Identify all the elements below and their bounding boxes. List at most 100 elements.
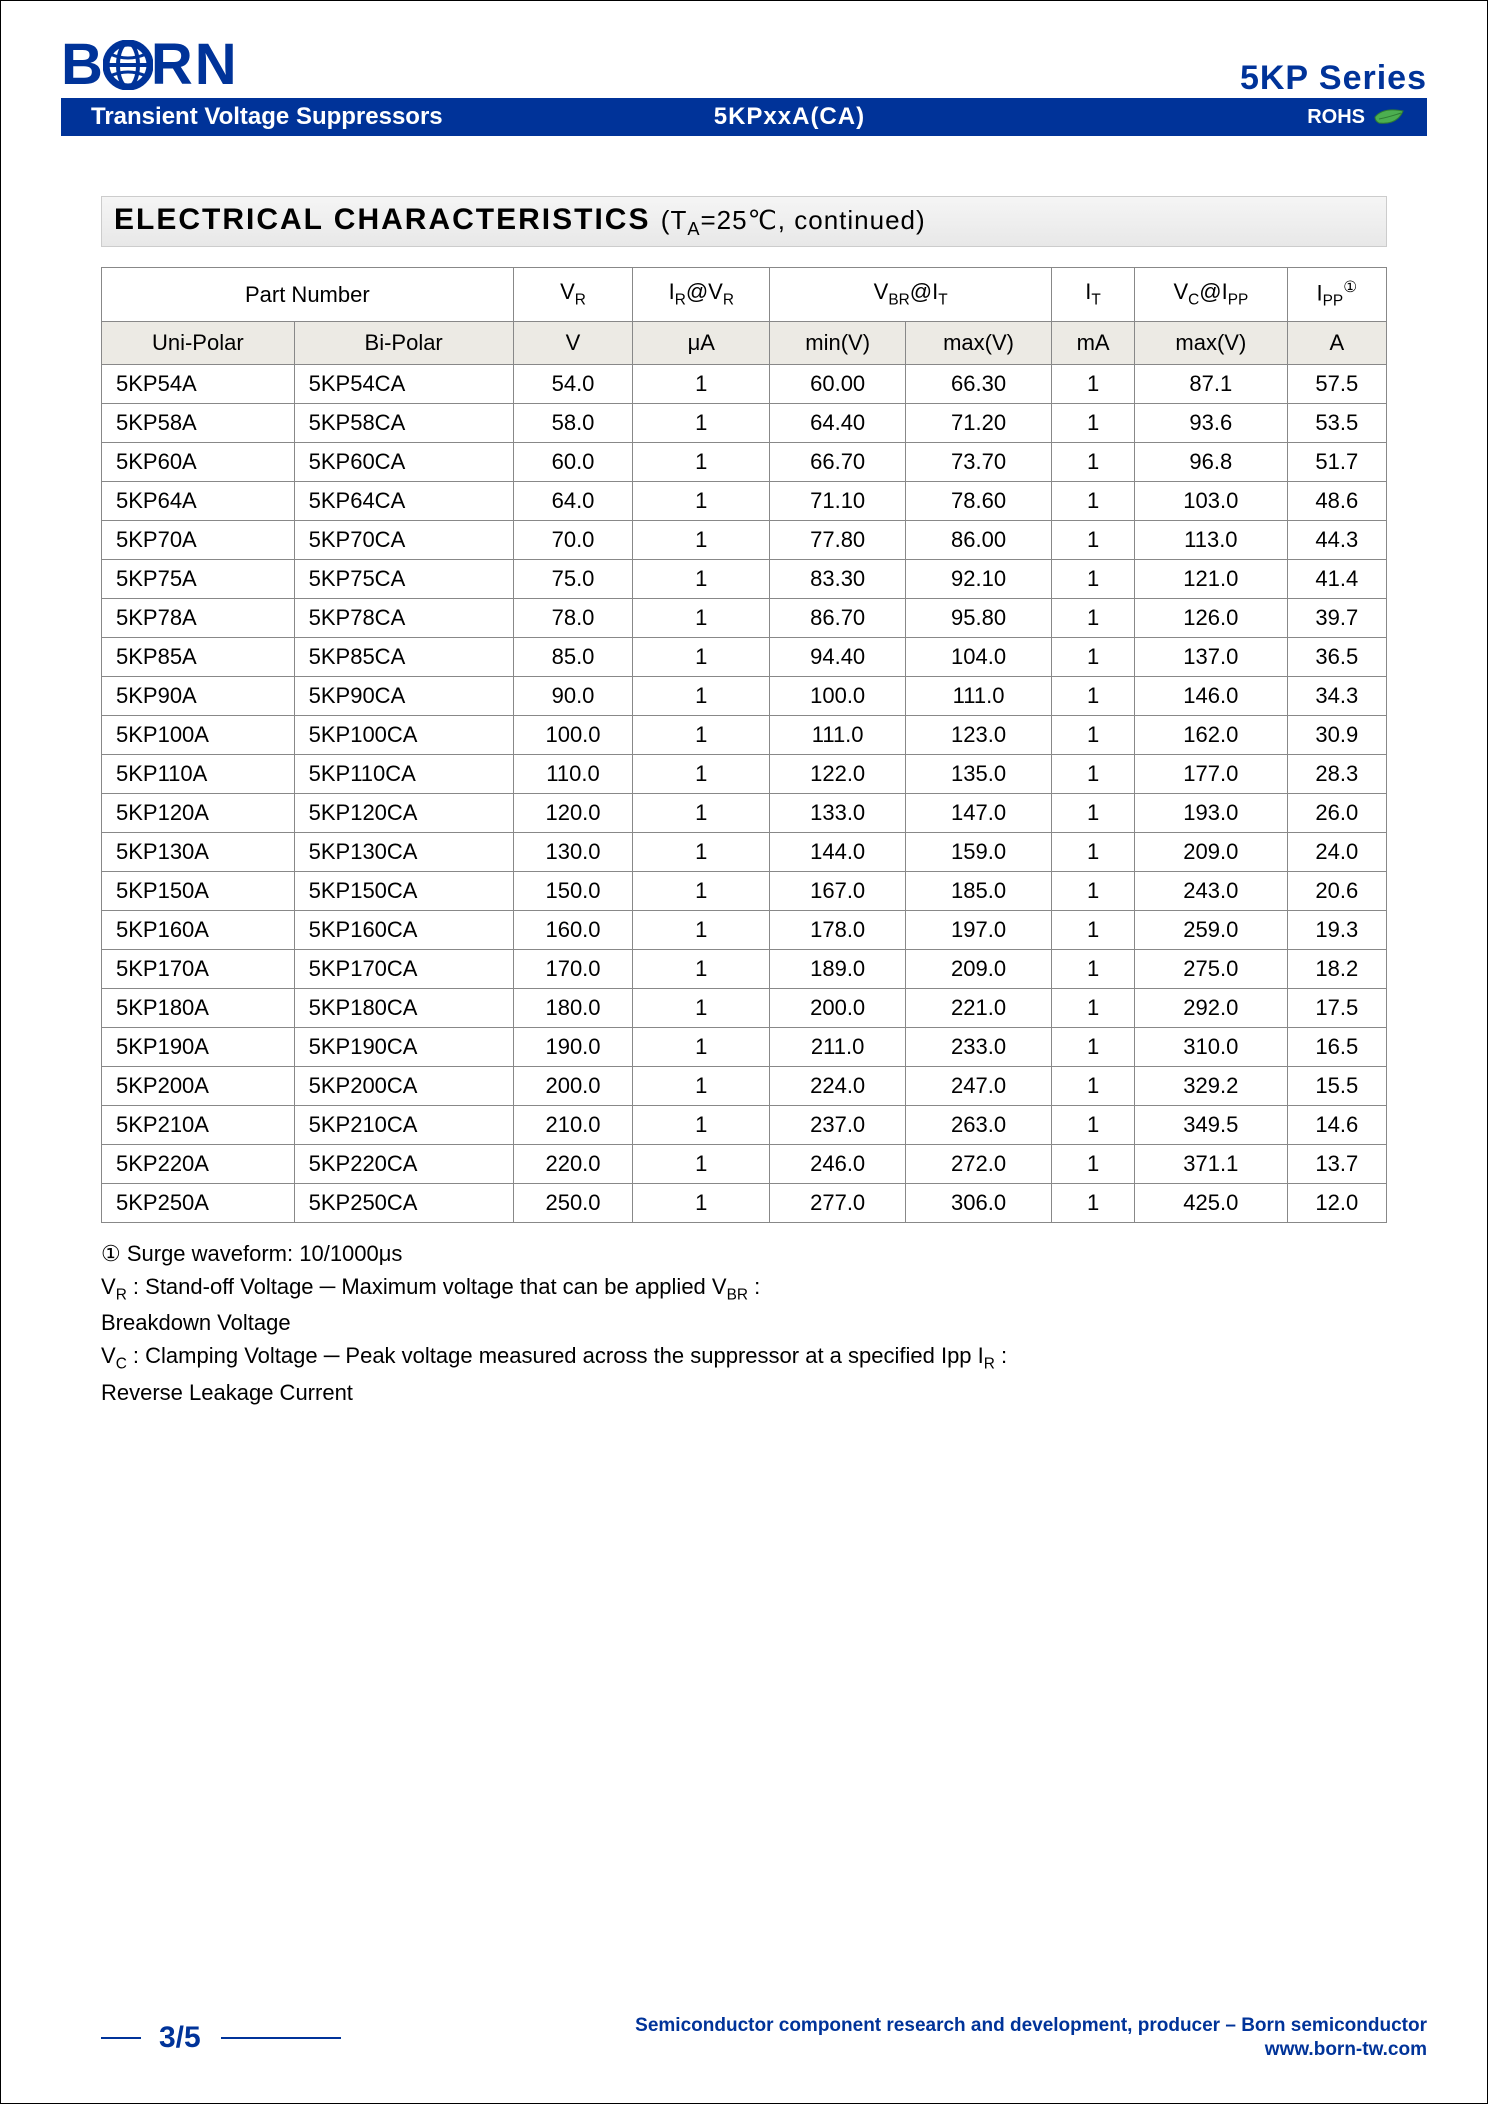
table-cell: 30.9 bbox=[1287, 715, 1386, 754]
table-cell: 1 bbox=[1052, 910, 1135, 949]
table-cell: 5KP58CA bbox=[294, 403, 513, 442]
table-cell: 1 bbox=[633, 988, 770, 1027]
bar-right-block: ROHS bbox=[1307, 106, 1407, 129]
table-cell: 12.0 bbox=[1287, 1183, 1386, 1222]
table-cell: 250.0 bbox=[513, 1183, 633, 1222]
table-cell: 1 bbox=[1052, 403, 1135, 442]
table-cell: 58.0 bbox=[513, 403, 633, 442]
col-bi: Bi-Polar bbox=[294, 321, 513, 364]
table-cell: 77.80 bbox=[770, 520, 906, 559]
table-cell: 1 bbox=[1052, 481, 1135, 520]
table-row: 5KP150A5KP150CA150.01167.0185.01243.020.… bbox=[102, 871, 1387, 910]
table-cell: 220.0 bbox=[513, 1144, 633, 1183]
table-cell: 1 bbox=[633, 871, 770, 910]
section-cond-pre: (T bbox=[661, 205, 688, 235]
table-cell: 5KP150A bbox=[102, 871, 295, 910]
table-cell: 75.0 bbox=[513, 559, 633, 598]
table-row: 5KP75A5KP75CA75.0183.3092.101121.041.4 bbox=[102, 559, 1387, 598]
col-vbr-at-it: VBR@IT bbox=[770, 268, 1052, 322]
col-ir-at-vr: IR@VR bbox=[633, 268, 770, 322]
page-footer: 3/5 Semiconductor component research and… bbox=[101, 2014, 1427, 2063]
col-a: A bbox=[1287, 321, 1386, 364]
footnote-1: ① Surge waveform: 10/1000μs bbox=[101, 1237, 1387, 1270]
table-cell: 135.0 bbox=[906, 754, 1052, 793]
table-cell: 1 bbox=[633, 1144, 770, 1183]
table-cell: 1 bbox=[1052, 1027, 1135, 1066]
table-cell: 92.10 bbox=[906, 559, 1052, 598]
header-bar: Transient Voltage Suppressors 5KPxxA(CA)… bbox=[61, 98, 1427, 136]
series-label: 5KP Series bbox=[1240, 59, 1427, 98]
table-cell: 1 bbox=[633, 1183, 770, 1222]
table-cell: 292.0 bbox=[1135, 988, 1287, 1027]
table-cell: 120.0 bbox=[513, 793, 633, 832]
table-row: 5KP85A5KP85CA85.0194.40104.01137.036.5 bbox=[102, 637, 1387, 676]
table-cell: 103.0 bbox=[1135, 481, 1287, 520]
table-cell: 87.1 bbox=[1135, 364, 1287, 403]
table-row: 5KP64A5KP64CA64.0171.1078.601103.048.6 bbox=[102, 481, 1387, 520]
table-cell: 185.0 bbox=[906, 871, 1052, 910]
table-cell: 5KP200A bbox=[102, 1066, 295, 1105]
table-cell: 1 bbox=[633, 637, 770, 676]
table-cell: 243.0 bbox=[1135, 871, 1287, 910]
table-cell: 180.0 bbox=[513, 988, 633, 1027]
footnote-2: VR : Stand-off Voltage ─ Maximum voltage… bbox=[101, 1270, 1387, 1307]
section-title-text: ELECTRICAL CHARACTERISTICS bbox=[114, 203, 650, 236]
table-cell: 209.0 bbox=[906, 949, 1052, 988]
table-cell: 137.0 bbox=[1135, 637, 1287, 676]
table-cell: 16.5 bbox=[1287, 1027, 1386, 1066]
table-cell: 224.0 bbox=[770, 1066, 906, 1105]
col-uni: Uni-Polar bbox=[102, 321, 295, 364]
table-cell: 41.4 bbox=[1287, 559, 1386, 598]
table-cell: 130.0 bbox=[513, 832, 633, 871]
table-cell: 86.00 bbox=[906, 520, 1052, 559]
table-cell: 5KP220CA bbox=[294, 1144, 513, 1183]
table-cell: 5KP170A bbox=[102, 949, 295, 988]
table-cell: 1 bbox=[1052, 637, 1135, 676]
table-cell: 1 bbox=[1052, 364, 1135, 403]
table-cell: 123.0 bbox=[906, 715, 1052, 754]
rohs-label: ROHS bbox=[1307, 106, 1365, 129]
col-it: IT bbox=[1052, 268, 1135, 322]
table-cell: 5KP60A bbox=[102, 442, 295, 481]
table-cell: 1 bbox=[1052, 715, 1135, 754]
table-cell: 5KP70A bbox=[102, 520, 295, 559]
table-cell: 5KP160A bbox=[102, 910, 295, 949]
table-cell: 64.0 bbox=[513, 481, 633, 520]
table-cell: 5KP54CA bbox=[294, 364, 513, 403]
table-cell: 5KP110A bbox=[102, 754, 295, 793]
table-cell: 36.5 bbox=[1287, 637, 1386, 676]
table-cell: 1 bbox=[1052, 598, 1135, 637]
table-cell: 5KP180CA bbox=[294, 988, 513, 1027]
col-part-number: Part Number bbox=[102, 268, 514, 322]
table-cell: 78.0 bbox=[513, 598, 633, 637]
table-cell: 178.0 bbox=[770, 910, 906, 949]
table-cell: 1 bbox=[633, 832, 770, 871]
table-cell: 1 bbox=[1052, 1105, 1135, 1144]
table-cell: 44.3 bbox=[1287, 520, 1386, 559]
table-cell: 193.0 bbox=[1135, 793, 1287, 832]
table-row: 5KP180A5KP180CA180.01200.0221.01292.017.… bbox=[102, 988, 1387, 1027]
table-cell: 64.40 bbox=[770, 403, 906, 442]
table-row: 5KP70A5KP70CA70.0177.8086.001113.044.3 bbox=[102, 520, 1387, 559]
table-row: 5KP200A5KP200CA200.01224.0247.01329.215.… bbox=[102, 1066, 1387, 1105]
table-cell: 1 bbox=[633, 559, 770, 598]
table-cell: 95.80 bbox=[906, 598, 1052, 637]
table-cell: 5KP90A bbox=[102, 676, 295, 715]
col-ua: μA bbox=[633, 321, 770, 364]
table-cell: 147.0 bbox=[906, 793, 1052, 832]
table-cell: 60.00 bbox=[770, 364, 906, 403]
brand-suffix: RN bbox=[151, 31, 239, 98]
table-cell: 5KP64CA bbox=[294, 481, 513, 520]
table-cell: 5KP75CA bbox=[294, 559, 513, 598]
table-cell: 1 bbox=[633, 910, 770, 949]
footer-text: Semiconductor component research and dev… bbox=[635, 2015, 1427, 2036]
brand-prefix: B bbox=[61, 31, 105, 98]
table-cell: 189.0 bbox=[770, 949, 906, 988]
table-row: 5KP170A5KP170CA170.01189.0209.01275.018.… bbox=[102, 949, 1387, 988]
table-cell: 200.0 bbox=[770, 988, 906, 1027]
table-row: 5KP90A5KP90CA90.01100.0111.01146.034.3 bbox=[102, 676, 1387, 715]
table-cell: 1 bbox=[633, 1027, 770, 1066]
table-cell: 121.0 bbox=[1135, 559, 1287, 598]
page-number: 3/5 bbox=[159, 2021, 201, 2055]
footer-line-left bbox=[101, 2037, 141, 2039]
